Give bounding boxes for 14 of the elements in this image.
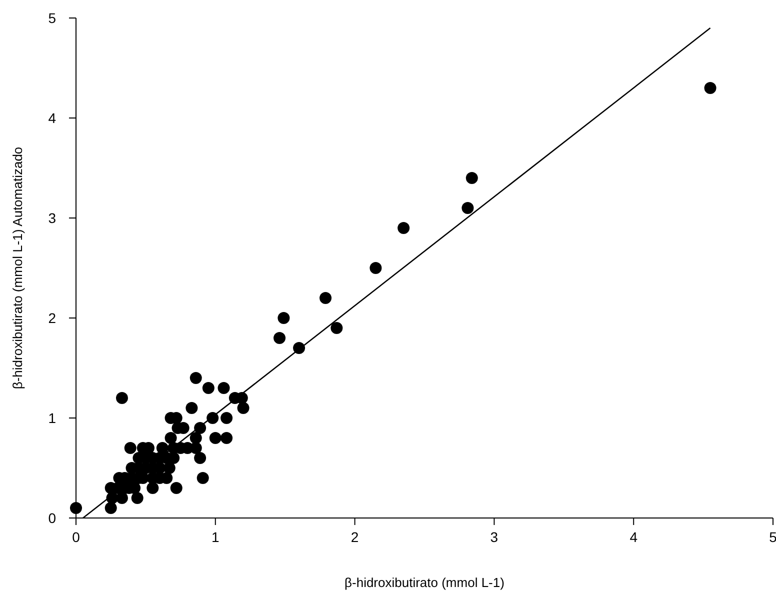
x-tick-label: 2: [350, 529, 359, 545]
x-tick-label: 5: [769, 529, 776, 545]
y-tick-label: 1: [48, 410, 56, 426]
x-tick-label: 3: [490, 529, 498, 545]
y-tick-label: 0: [48, 510, 56, 526]
x-tick-label: 1: [212, 529, 220, 545]
y-tick-label: 2: [48, 310, 56, 326]
x-tick-label: 4: [630, 529, 638, 545]
y-tick-label: 4: [48, 110, 56, 126]
x-axis-title: β-hidroxibutirato (mmol L-1): [344, 575, 504, 590]
x-tick-label: 0: [72, 529, 80, 545]
y-tick-label: 3: [48, 210, 56, 226]
y-axis-title: β-hidroxibutirato (mmol L-1) Automatizado: [10, 146, 25, 390]
y-tick-label: 5: [48, 10, 56, 26]
